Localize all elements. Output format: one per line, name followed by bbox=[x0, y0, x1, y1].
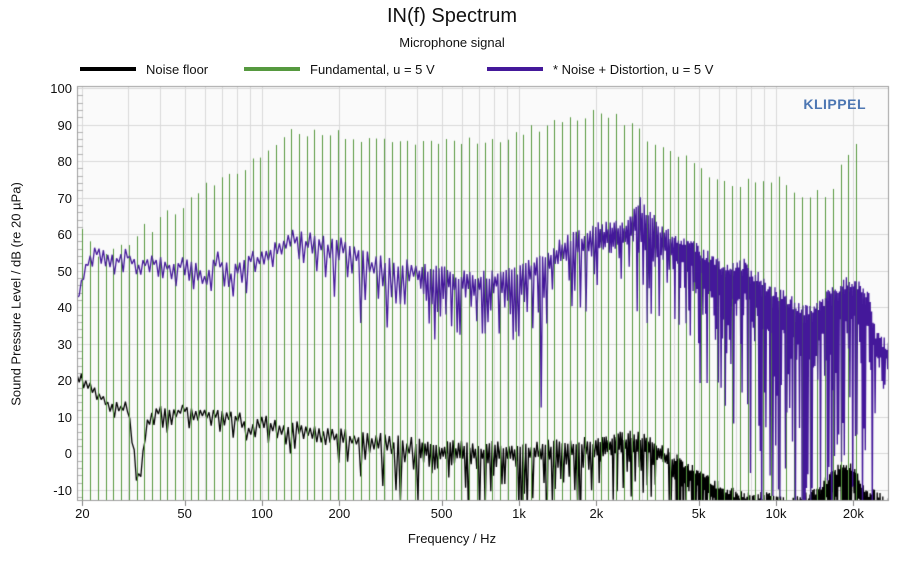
x-tick-label: 20k bbox=[842, 506, 864, 521]
x-tick-label: 20 bbox=[75, 506, 90, 521]
legend-item-fundamental: Fundamental, u = 5 V bbox=[244, 61, 435, 77]
y-axis-title: Sound Pressure Level / dB (re 20 µPa) bbox=[8, 182, 24, 406]
noise-distortion-line-swatch bbox=[487, 67, 543, 71]
y-tick-label: 80 bbox=[57, 154, 72, 170]
y-tick-label: 50 bbox=[57, 263, 72, 279]
noise-floor-line-swatch bbox=[80, 67, 136, 71]
x-tick-label: 1k bbox=[512, 506, 526, 521]
y-tick-label: 0 bbox=[64, 446, 72, 462]
y-tick-label: 70 bbox=[57, 190, 72, 206]
x-axis-title: Frequency / Hz bbox=[407, 531, 497, 546]
y-tick-label: 40 bbox=[57, 300, 72, 316]
x-tick-label: 50 bbox=[177, 506, 192, 521]
legend-label: * Noise + Distortion, u = 5 V bbox=[553, 61, 714, 77]
x-tick-label: 10k bbox=[765, 506, 787, 521]
y-tick-label: 100 bbox=[50, 81, 72, 96]
x-tick-label: 100 bbox=[251, 506, 273, 521]
fundamental-line-swatch bbox=[244, 67, 300, 71]
y-tick-label: 90 bbox=[57, 117, 72, 133]
y-tick-label: 20 bbox=[57, 373, 72, 389]
x-tick-label: 2k bbox=[589, 506, 604, 521]
legend-label: Fundamental, u = 5 V bbox=[310, 61, 435, 77]
page-title: IN(f) Spectrum bbox=[386, 5, 518, 27]
legend-label: Noise floor bbox=[146, 61, 209, 77]
x-tick-label: 5k bbox=[691, 506, 706, 521]
page-subtitle: Microphone signal bbox=[399, 35, 505, 50]
klippel-logo: KLIPPEL bbox=[803, 96, 866, 112]
legend-item-noise-distortion: * Noise + Distortion, u = 5 V bbox=[487, 61, 714, 77]
legend-item-noise-floor: Noise floor bbox=[80, 61, 209, 77]
x-tick-label: 500 bbox=[430, 506, 453, 521]
x-tick-label: 200 bbox=[328, 506, 351, 521]
y-tick-label: -10 bbox=[53, 483, 72, 498]
y-tick-label: 10 bbox=[57, 409, 72, 425]
y-tick-label: 60 bbox=[57, 227, 72, 243]
y-tick-label: 30 bbox=[57, 336, 72, 352]
